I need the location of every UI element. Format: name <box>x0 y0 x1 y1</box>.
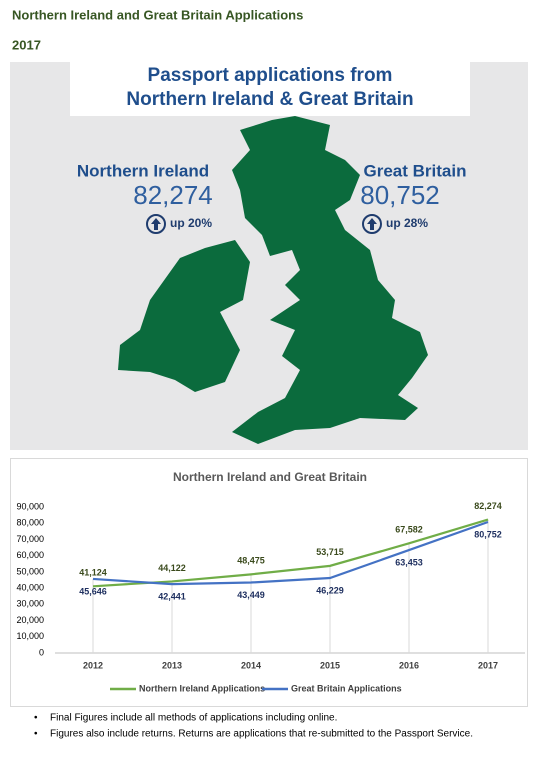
x-tick-label: 2012 <box>83 660 103 670</box>
y-tick-label: 40,000 <box>16 582 44 592</box>
year: 2017 <box>12 37 41 52</box>
region-change: up 20% <box>170 216 212 230</box>
x-tick-label: 2014 <box>241 660 261 670</box>
y-tick-label: 60,000 <box>16 550 44 560</box>
data-label: 43,449 <box>237 590 265 600</box>
y-tick-label: 90,000 <box>16 501 44 511</box>
up-arrow <box>151 218 161 230</box>
up-icon <box>362 214 382 234</box>
chart: 0 10,000 20,000 30,000 40,000 50,000 60,000 70,… <box>16 501 525 693</box>
data-label: 53,715 <box>316 547 344 557</box>
map-ireland <box>118 240 250 392</box>
note: Final Figures include all methods of app… <box>50 713 337 724</box>
infographic-title: Passport applications from <box>148 65 393 86</box>
y-tick-label: 0 <box>39 647 44 657</box>
up-icon <box>146 214 166 234</box>
x-tick-label: 2017 <box>478 660 498 670</box>
x-tick-label: 2013 <box>162 660 182 670</box>
y-tick-label: 70,000 <box>16 534 44 544</box>
data-label: 45,646 <box>79 586 107 596</box>
infographic-bg <box>10 62 528 450</box>
x-tick-label: 2015 <box>320 660 340 670</box>
data-label: 48,475 <box>237 556 265 566</box>
region-count: 82,274 <box>133 180 213 210</box>
infographic-title: Northern Ireland & Great Britain <box>126 89 413 110</box>
map-great-britain <box>232 116 428 444</box>
region-count: 80,752 <box>360 180 440 210</box>
data-label: 41,124 <box>79 568 107 578</box>
heading: Northern Ireland and Great Britain Appli… <box>12 7 303 22</box>
bullet: • <box>34 713 38 724</box>
x-tick-label: 2016 <box>399 660 419 670</box>
y-tick-label: 80,000 <box>16 518 44 528</box>
data-label: 63,453 <box>395 557 423 567</box>
region-name: Great Britain <box>364 161 467 180</box>
data-label: 46,229 <box>316 585 344 595</box>
infographic-title-band <box>70 62 470 116</box>
data-label: 82,274 <box>474 501 502 511</box>
region-name: Northern Ireland <box>77 161 209 180</box>
data-label: 42,441 <box>158 592 186 602</box>
y-tick-label: 30,000 <box>16 599 44 609</box>
region-change: up 28% <box>386 216 428 230</box>
chart-title: Northern Ireland and Great Britain <box>173 470 367 484</box>
up-arrow <box>367 218 377 230</box>
data-label: 67,582 <box>395 525 423 535</box>
data-label: 80,752 <box>474 529 502 539</box>
note: Figures also include returns. Returns ar… <box>50 729 473 740</box>
y-tick-label: 20,000 <box>16 615 44 625</box>
series-line <box>92 520 489 586</box>
y-tick-label: 50,000 <box>16 566 44 576</box>
bullet: • <box>34 729 38 740</box>
legend-label: Northern Ireland Applications <box>139 683 265 693</box>
data-label: 44,122 <box>158 563 186 573</box>
legend-label: Great Britain Applications <box>291 683 402 693</box>
y-tick-label: 10,000 <box>16 631 44 641</box>
